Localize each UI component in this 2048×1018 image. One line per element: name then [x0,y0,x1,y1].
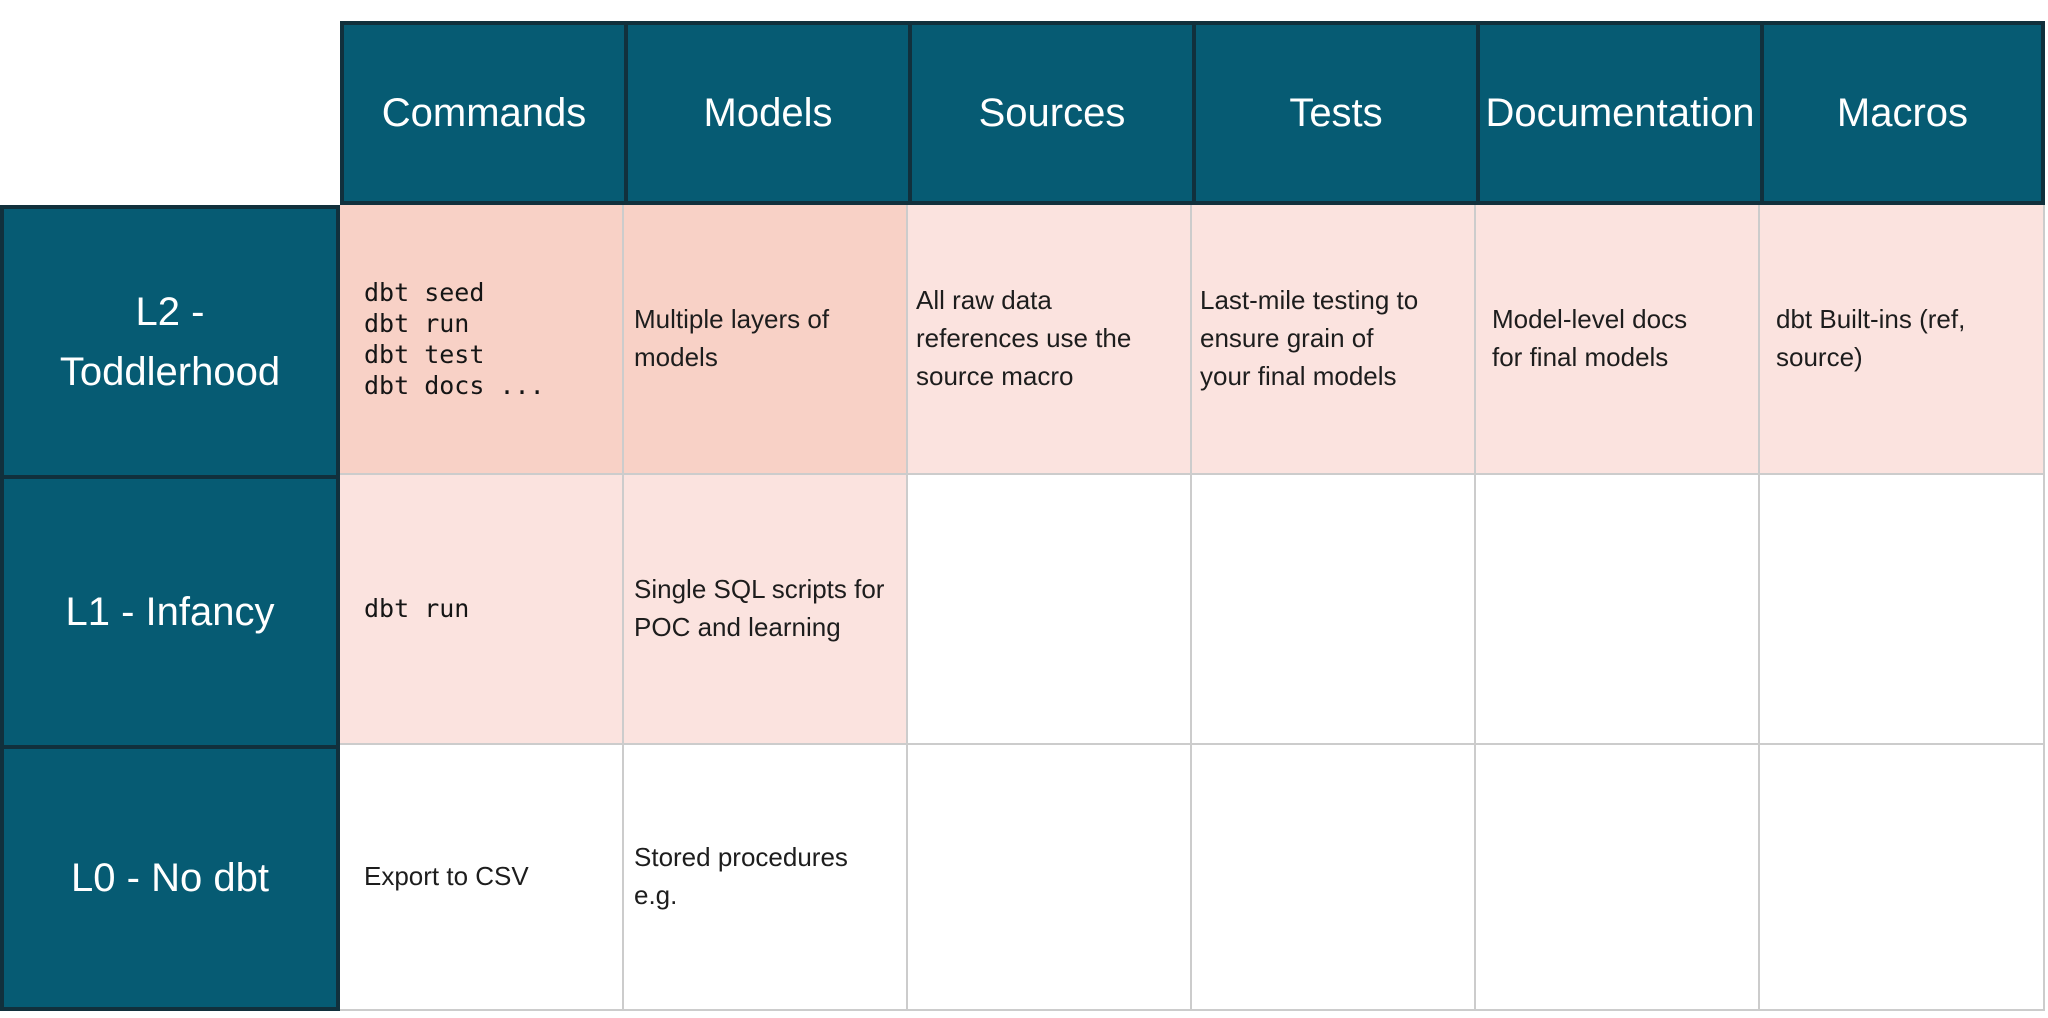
cell-l0-sources [908,745,1192,1011]
cell-l1-documentation [1476,475,1760,745]
cell-l2-documentation: Model-level docs for final models [1476,205,1760,475]
row-header-l1-infancy: L1 - Infancy [0,475,340,745]
column-header-models: Models [624,21,908,205]
cell-l1-tests [1192,475,1476,745]
column-header-sources: Sources [908,21,1192,205]
column-header-documentation: Documentation [1476,21,1760,205]
row-header-l0-no-dbt: L0 - No dbt [0,745,340,1011]
cell-l1-macros [1760,475,2045,745]
column-header-macros: Macros [1760,21,2045,205]
cell-l0-documentation [1476,745,1760,1011]
cell-l0-commands: Export to CSV [340,745,624,1011]
corner-spacer [0,21,340,205]
cell-l1-commands: dbt run [340,475,624,745]
maturity-table: Commands Models Sources Tests Documentat… [0,21,2045,1011]
cell-l1-models: Single SQL scripts for POC and learning [624,475,908,745]
cell-l1-sources [908,475,1192,745]
row-header-l2-toddlerhood: L2 - Toddlerhood [0,205,340,475]
cell-l2-tests: Last-mile testing to ensure grain of you… [1192,205,1476,475]
column-header-tests: Tests [1192,21,1476,205]
cell-l2-sources: All raw data references use the source m… [908,205,1192,475]
cell-l2-commands: dbt seed dbt run dbt test dbt docs ... [340,205,624,475]
cell-l0-macros [1760,745,2045,1011]
cell-l2-models: Multiple layers of models [624,205,908,475]
cell-l2-macros: dbt Built-ins (ref, source) [1760,205,2045,475]
column-header-commands: Commands [340,21,624,205]
cell-l0-tests [1192,745,1476,1011]
cell-l0-models: Stored procedures e.g. [624,745,908,1011]
